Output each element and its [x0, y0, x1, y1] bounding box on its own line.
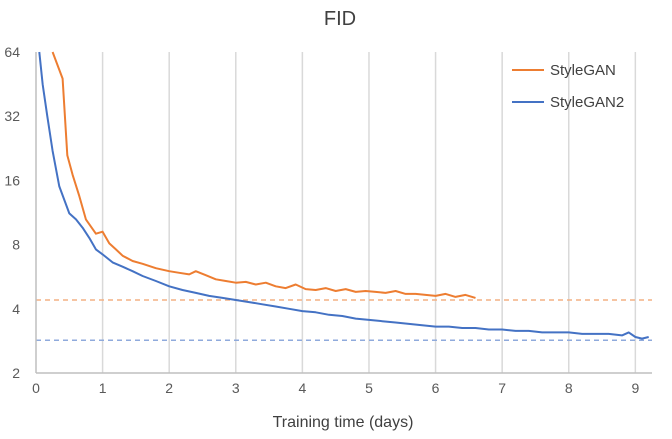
- y-tick-label: 8: [12, 237, 20, 253]
- x-axis-title: Training time (days): [273, 414, 414, 431]
- x-tick-label: 1: [99, 380, 107, 396]
- x-tick-label: 6: [432, 380, 440, 396]
- axes: [35, 52, 652, 374]
- series-line-stylegan2: [38, 51, 649, 340]
- chart-title: FID: [324, 8, 356, 30]
- y-tick-label: 32: [4, 108, 20, 124]
- series-line-stylegan: [51, 51, 476, 299]
- x-tick-label: 7: [498, 380, 506, 396]
- legend-label-stylegan: StyleGAN: [550, 62, 616, 79]
- legend: StyleGAN StyleGAN2: [512, 62, 624, 111]
- y-tick-label: 2: [12, 365, 20, 381]
- grid-lines: [101, 52, 637, 373]
- x-tick-label: 0: [32, 380, 40, 396]
- y-tick-label: 64: [4, 44, 20, 60]
- x-tick-label: 8: [565, 380, 573, 396]
- reference-lines: [36, 299, 652, 341]
- y-tick-label: 4: [12, 301, 20, 317]
- x-tick-label: 3: [232, 380, 240, 396]
- x-tick-label: 9: [631, 380, 639, 396]
- tick-labels: 0 1 2 3 4 5 6 7 8 9 2 4 8 16 32 64: [4, 44, 639, 396]
- series-lines: [38, 51, 649, 340]
- y-tick-label: 16: [4, 172, 20, 188]
- x-tick-label: 2: [165, 380, 173, 396]
- x-tick-label: 4: [298, 380, 306, 396]
- x-tick-label: 5: [365, 380, 373, 396]
- legend-label-stylegan2: StyleGAN2: [550, 94, 624, 111]
